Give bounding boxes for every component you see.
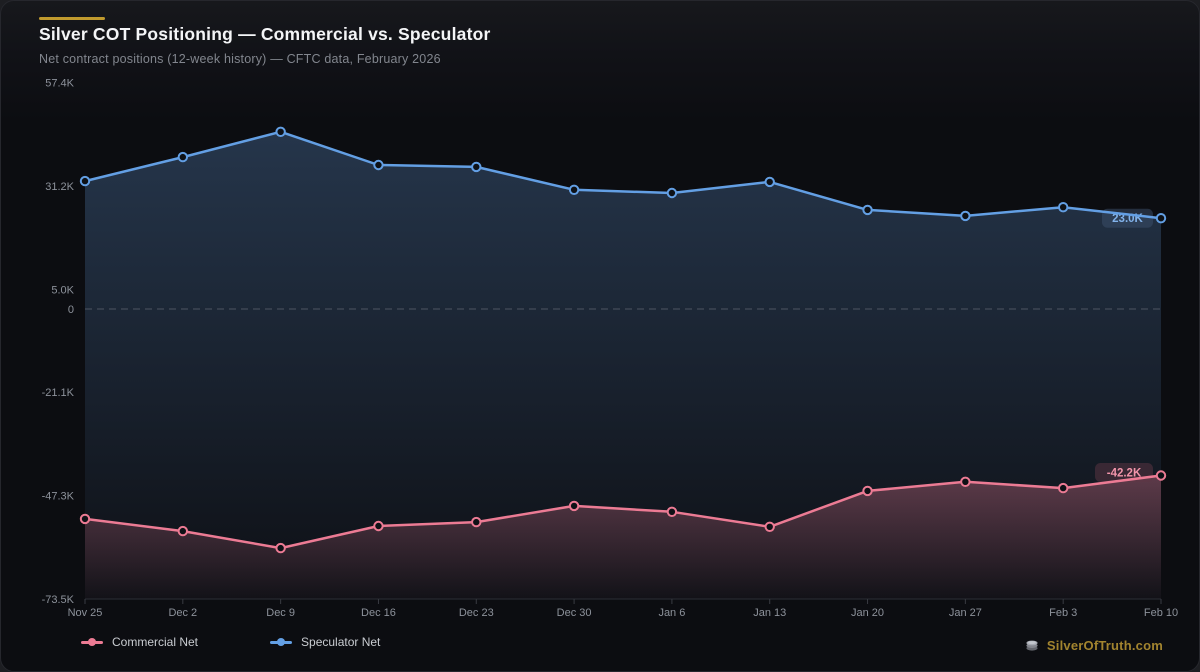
y-tick-label--47-3k: -47.3K [42,491,75,503]
page-subtitle: Net contract positions (12-week history)… [39,52,441,66]
point-commercial-net-1[interactable] [177,525,189,537]
point-speculator-net-3[interactable] [373,159,384,171]
y-tick-label-57-4k: 57.4K [45,78,74,90]
x-tick-label-nov-25: Nov 25 [68,607,103,619]
legend-label: Speculator Net [301,635,381,649]
y-tick-label--73-5k: -73.5K [42,594,75,606]
x-tick-label-jan-13: Jan 13 [753,607,786,619]
chart-legend: Commercial Net Speculator Net [81,635,380,649]
commercial-net-line [83,474,1163,550]
point-speculator-net-9[interactable] [960,210,971,222]
coin-stack-icon [1026,640,1038,651]
speculator-net-line [83,130,1163,220]
point-speculator-net-1[interactable] [177,151,189,163]
x-tick-label-dec-9: Dec 9 [266,607,295,619]
point-speculator-net-8[interactable] [862,204,873,216]
end-label-text-commercial-net: -42.2K [1107,467,1142,479]
x-tick-label-dec-23: Dec 23 [459,607,494,619]
x-tick-label-dec-16: Dec 16 [361,607,396,619]
point-commercial-net-8[interactable] [862,485,873,497]
point-speculator-net-5[interactable] [568,184,580,196]
point-commercial-net-7[interactable] [764,521,775,532]
point-commercial-net-4[interactable] [471,516,482,528]
legend-label: Commercial Net [112,635,199,649]
point-speculator-net-11[interactable] [1155,213,1167,224]
y-tick-label--21-1k: -21.1K [42,387,75,399]
point-commercial-net-6[interactable] [666,506,678,517]
x-tick-label-dec-30: Dec 30 [557,607,592,619]
point-commercial-net-0[interactable] [79,513,91,525]
x-tick-label-jan-6: Jan 6 [658,607,685,619]
legend-marker-speculator-net [270,638,293,646]
legend-item-commercial-net[interactable]: Commercial Net [81,635,198,649]
point-commercial-net-3[interactable] [373,520,384,532]
page-title: Silver COT Positioning — Commercial vs. … [39,24,491,44]
point-commercial-net-10[interactable] [1057,482,1069,494]
speculator-area-fill [85,131,1161,600]
gold-accent-bar [39,17,105,20]
legend-marker-commercial-net [81,638,103,646]
watermark-label: SilverOfTruth.com [1046,637,1163,653]
y-tick-label-5-0k: 5.0K [51,284,74,296]
x-tick-label-jan-27: Jan 27 [949,607,982,619]
y-tick-label-0: 0 [68,304,74,316]
point-commercial-net-2[interactable] [275,542,286,554]
point-speculator-net-10[interactable] [1057,202,1069,213]
x-tick-label-feb-10: Feb 10 [1144,607,1178,619]
point-speculator-net-0[interactable] [79,175,91,187]
legend-item-speculator-net[interactable]: Speculator Net [270,635,380,649]
point-speculator-net-2[interactable] [275,126,286,138]
point-commercial-net-5[interactable] [568,500,580,512]
y-tick-label-31-2k: 31.2K [45,181,74,193]
watermark: SilverOfTruth.com [1024,637,1163,653]
point-speculator-net-7[interactable] [764,176,775,188]
point-speculator-net-6[interactable] [666,187,678,199]
point-commercial-net-9[interactable] [960,476,971,487]
x-tick-label-feb-3: Feb 3 [1049,607,1077,619]
point-commercial-net-11[interactable] [1155,470,1167,481]
commercial-area-fill [85,475,1161,599]
x-tick-label-dec-2: Dec 2 [168,607,197,619]
point-speculator-net-4[interactable] [471,161,482,173]
x-tick-label-jan-20: Jan 20 [851,607,884,619]
